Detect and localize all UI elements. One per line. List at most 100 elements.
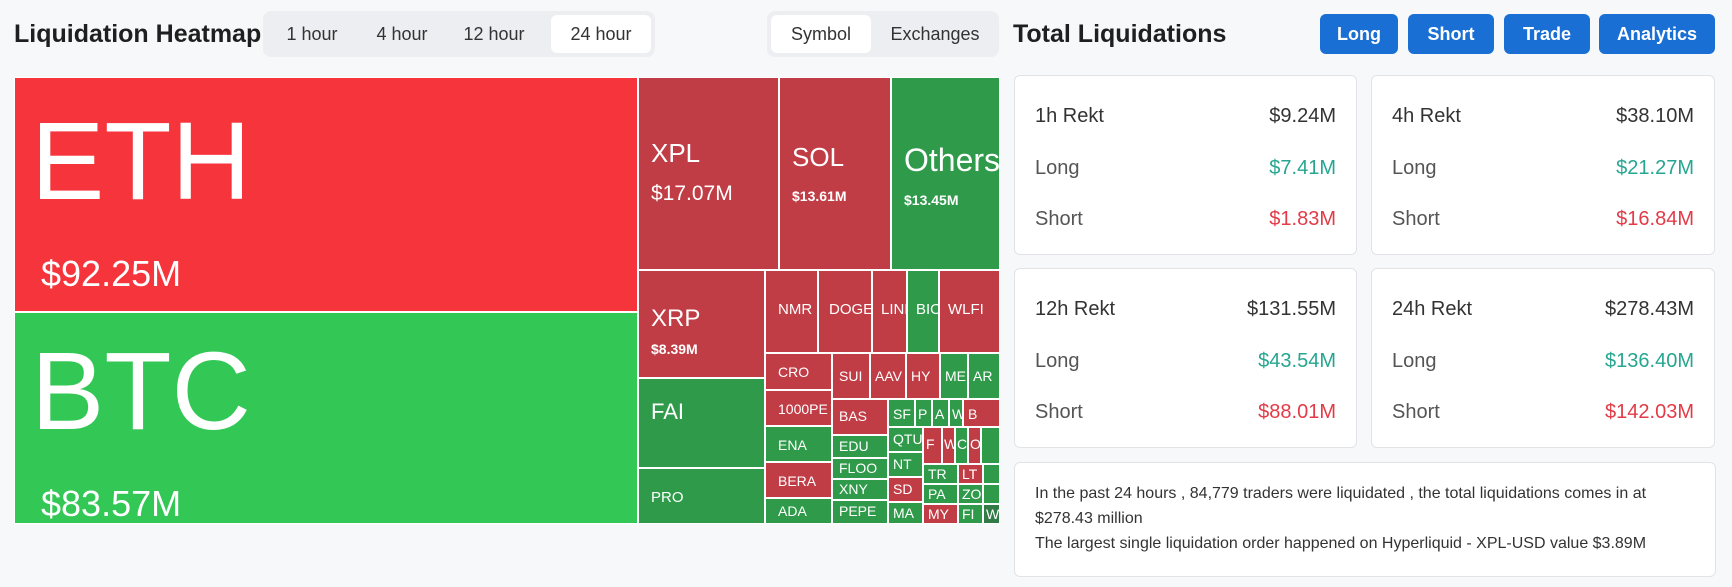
short-amount: $142.03M bbox=[1605, 401, 1694, 423]
treemap-tile-fi[interactable]: FI bbox=[958, 504, 983, 524]
treemap-tile-others[interactable]: Others $13.45M bbox=[891, 77, 999, 270]
treemap-tile-sd[interactable]: SD bbox=[888, 477, 923, 502]
tile-symbol: XPL bbox=[651, 138, 701, 168]
tile-symbol: A bbox=[935, 406, 945, 422]
treemap-tile-ena[interactable]: ENA bbox=[765, 426, 832, 462]
range-1-hour[interactable]: 1 hour bbox=[286, 24, 338, 44]
treemap-tile-floo[interactable]: FLOO bbox=[832, 458, 888, 479]
range-24-hour[interactable]: 24 hour bbox=[551, 15, 651, 53]
tile-symbol: BTC bbox=[31, 330, 251, 453]
tile-symbol: C bbox=[957, 436, 968, 452]
long-amount: $136.40M bbox=[1605, 350, 1694, 372]
treemap-tile-misc[interactable] bbox=[983, 464, 999, 484]
tile-symbol: XRP bbox=[651, 305, 701, 332]
treemap-tile-cro[interactable]: CRO bbox=[765, 353, 832, 390]
card-title: 1h Rekt bbox=[1035, 105, 1104, 127]
treemap-tile-c[interactable]: C bbox=[955, 427, 968, 464]
treemap-tile-xpl[interactable]: XPL $17.07M bbox=[638, 77, 779, 270]
treemap-tile-p[interactable]: P bbox=[915, 399, 932, 427]
short-amount: $16.84M bbox=[1616, 208, 1694, 230]
treemap-tile-wlfi[interactable]: WLFI bbox=[939, 270, 999, 353]
tile-symbol: P bbox=[918, 406, 928, 422]
card-total: $131.55M bbox=[1247, 298, 1336, 320]
treemap-tile-bas[interactable]: BAS bbox=[832, 399, 888, 435]
treemap-tile-pepe[interactable]: PEPE bbox=[832, 500, 888, 524]
treemap-tile-fai[interactable]: FAI bbox=[638, 378, 765, 468]
treemap-tile-bio[interactable]: BIO bbox=[907, 270, 939, 353]
treemap-tile-f[interactable]: F bbox=[923, 427, 942, 464]
treemap-tile-sf[interactable]: SF bbox=[888, 399, 915, 427]
card-total: $9.24M bbox=[1269, 105, 1336, 127]
treemap-tile-eth[interactable]: ETH $92.25M bbox=[14, 77, 638, 312]
summary-line-1: In the past 24 hours , 84,779 traders we… bbox=[1035, 485, 1647, 527]
long-amount: $43.54M bbox=[1258, 350, 1336, 372]
short-button[interactable]: Short bbox=[1408, 14, 1494, 54]
range-12-hour[interactable]: 12 hour bbox=[463, 24, 525, 44]
tile-symbol: ETH bbox=[31, 100, 251, 223]
treemap-tile-1000pe[interactable]: 1000PE bbox=[765, 390, 832, 426]
short-label: Short bbox=[1035, 208, 1083, 230]
treemap-tile-nt[interactable]: NT bbox=[888, 452, 923, 477]
treemap-tile-doge[interactable]: DOGE bbox=[818, 270, 872, 353]
tile-symbol: WLFI bbox=[948, 301, 984, 318]
tile-symbol: FAI bbox=[651, 399, 685, 424]
treemap-tile-qtu[interactable]: QTU bbox=[888, 427, 923, 452]
treemap-tile-xny[interactable]: XNY bbox=[832, 479, 888, 500]
treemap-tile-hy[interactable]: HY bbox=[906, 353, 940, 399]
treemap-tile-ar[interactable]: AR bbox=[968, 353, 999, 399]
analytics-button[interactable]: Analytics bbox=[1599, 14, 1715, 54]
tile-symbol: FLOO bbox=[839, 460, 878, 476]
treemap-tile-zo[interactable]: ZO bbox=[958, 484, 983, 504]
tile-symbol: W bbox=[944, 436, 954, 452]
tile-symbol: HY bbox=[911, 368, 931, 384]
long-button[interactable]: Long bbox=[1320, 14, 1398, 54]
treemap-tile-a[interactable]: A bbox=[932, 399, 949, 427]
short-label: Short bbox=[1392, 208, 1440, 230]
treemap-tile-pro[interactable]: PRO bbox=[638, 468, 765, 524]
treemap-tile-nmr[interactable]: NMR$7.10M bbox=[765, 270, 818, 353]
treemap-tile-misc[interactable] bbox=[981, 427, 999, 464]
tile-symbol: BIO bbox=[916, 301, 938, 318]
range-4-hour[interactable]: 4 hour bbox=[376, 24, 428, 44]
grouping-selector: Symbol Exchanges bbox=[767, 11, 999, 57]
treemap-tile-sui[interactable]: SUI bbox=[832, 353, 870, 399]
treemap-tile-bera[interactable]: BERA bbox=[765, 462, 832, 498]
tile-symbol: Others bbox=[904, 142, 999, 178]
tile-symbol: ENA bbox=[778, 437, 807, 453]
treemap-tile-w[interactable]: W bbox=[942, 427, 955, 464]
tile-symbol: SD bbox=[893, 481, 913, 497]
tile-value: $17.07M bbox=[651, 182, 733, 205]
short-label: Short bbox=[1392, 401, 1440, 423]
treemap-tile-pa[interactable]: PA bbox=[923, 484, 958, 504]
rekt-card-24h: 24h Rekt $278.43M Long $136.40M Short $142.… bbox=[1371, 268, 1715, 448]
treemap-tile-lt[interactable]: LT bbox=[958, 464, 983, 484]
grouping-symbol[interactable]: Symbol bbox=[771, 15, 871, 53]
treemap-tile-misc[interactable] bbox=[983, 484, 999, 504]
treemap-tile-tr[interactable]: TR bbox=[923, 464, 958, 484]
treemap-tile-w[interactable]: W bbox=[983, 504, 999, 524]
long-label: Long bbox=[1035, 350, 1080, 372]
treemap-tile-b[interactable]: B bbox=[963, 399, 999, 427]
treemap-tile-w[interactable]: W bbox=[949, 399, 963, 427]
tile-symbol: ME bbox=[945, 368, 966, 384]
treemap-tile-xrp[interactable]: XRP $8.39M bbox=[638, 270, 765, 378]
treemap-tile-o[interactable]: O bbox=[968, 427, 981, 464]
short-amount: $88.01M bbox=[1258, 401, 1336, 423]
treemap-tile-aav[interactable]: AAV bbox=[870, 353, 906, 399]
tile-symbol: SF bbox=[893, 406, 911, 422]
treemap-tile-btc[interactable]: BTC $83.57M bbox=[14, 312, 638, 524]
tile-symbol: SUI bbox=[839, 368, 863, 384]
short-label: Short bbox=[1035, 401, 1083, 423]
treemap-tile-sol[interactable]: SOL $13.61M bbox=[779, 77, 891, 270]
total-liquidations-title: Total Liquidations bbox=[1013, 20, 1227, 48]
treemap-tile-my[interactable]: MY bbox=[923, 504, 958, 524]
treemap-tile-me[interactable]: ME bbox=[940, 353, 968, 399]
trade-button[interactable]: Trade bbox=[1504, 14, 1590, 54]
treemap-tile-ma[interactable]: MA bbox=[888, 502, 923, 524]
treemap-tile-ada[interactable]: ADA bbox=[765, 498, 832, 524]
grouping-exchanges[interactable]: Exchanges bbox=[890, 24, 980, 44]
tile-symbol: NT bbox=[893, 456, 912, 472]
tile-symbol: QTU bbox=[893, 431, 923, 447]
treemap-tile-link[interactable]: LINK bbox=[872, 270, 907, 353]
treemap-tile-edu[interactable]: EDU bbox=[832, 435, 888, 458]
